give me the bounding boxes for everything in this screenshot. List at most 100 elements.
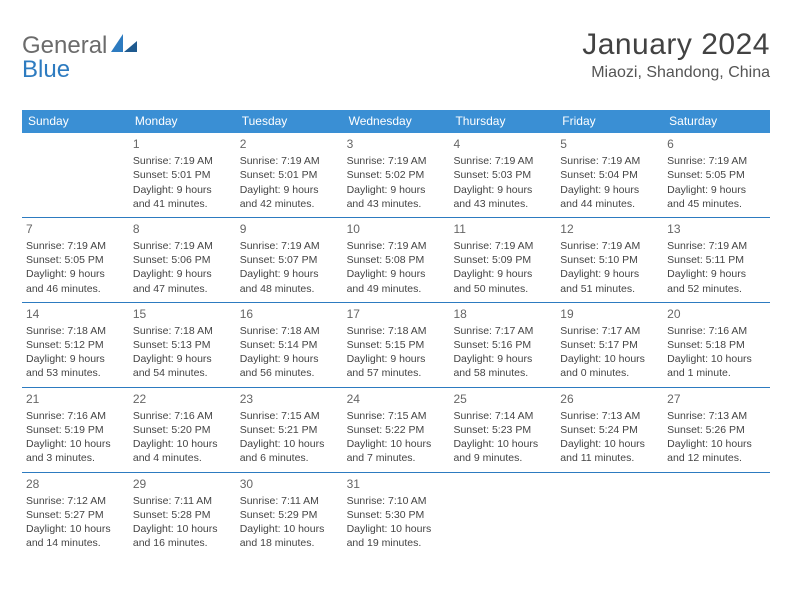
sunset-text: Sunset: 5:02 PM: [347, 168, 446, 182]
daylight-text: and 9 minutes.: [453, 451, 552, 465]
daylight-text: Daylight: 9 hours: [347, 267, 446, 281]
day-number: 17: [347, 306, 446, 322]
daylight-text: Daylight: 9 hours: [133, 267, 232, 281]
calendar-week: 21Sunrise: 7:16 AMSunset: 5:19 PMDayligh…: [22, 388, 770, 473]
calendar-cell: 2Sunrise: 7:19 AMSunset: 5:01 PMDaylight…: [236, 133, 343, 217]
daylight-text: and 4 minutes.: [133, 451, 232, 465]
daylight-text: Daylight: 10 hours: [133, 522, 232, 536]
sunset-text: Sunset: 5:03 PM: [453, 168, 552, 182]
header: General January 2024 Miaozi, Shandong, C…: [22, 28, 770, 82]
daylight-text: and 51 minutes.: [560, 282, 659, 296]
sunrise-text: Sunrise: 7:19 AM: [240, 239, 339, 253]
sunrise-text: Sunrise: 7:15 AM: [240, 409, 339, 423]
day-number: 14: [26, 306, 125, 322]
sunrise-text: Sunrise: 7:13 AM: [560, 409, 659, 423]
daylight-text: Daylight: 10 hours: [453, 437, 552, 451]
daylight-text: and 47 minutes.: [133, 282, 232, 296]
sunset-text: Sunset: 5:12 PM: [26, 338, 125, 352]
sunrise-text: Sunrise: 7:16 AM: [667, 324, 766, 338]
sunset-text: Sunset: 5:17 PM: [560, 338, 659, 352]
calendar-week: 7Sunrise: 7:19 AMSunset: 5:05 PMDaylight…: [22, 218, 770, 303]
daylight-text: and 11 minutes.: [560, 451, 659, 465]
location: Miaozi, Shandong, China: [582, 64, 770, 82]
day-number: 27: [667, 391, 766, 407]
daylight-text: Daylight: 10 hours: [667, 437, 766, 451]
sunrise-text: Sunrise: 7:19 AM: [133, 154, 232, 168]
daylight-text: and 14 minutes.: [26, 536, 125, 550]
sunset-text: Sunset: 5:18 PM: [667, 338, 766, 352]
sunset-text: Sunset: 5:19 PM: [26, 423, 125, 437]
sunrise-text: Sunrise: 7:19 AM: [240, 154, 339, 168]
calendar-cell: 29Sunrise: 7:11 AMSunset: 5:28 PMDayligh…: [129, 473, 236, 557]
day-number: 20: [667, 306, 766, 322]
day-number: 21: [26, 391, 125, 407]
calendar-cell: 8Sunrise: 7:19 AMSunset: 5:06 PMDaylight…: [129, 218, 236, 302]
day-of-week: Tuesday: [236, 110, 343, 133]
day-number: 16: [240, 306, 339, 322]
daylight-text: and 7 minutes.: [347, 451, 446, 465]
daylight-text: and 42 minutes.: [240, 197, 339, 211]
sunrise-text: Sunrise: 7:19 AM: [453, 239, 552, 253]
day-number: 4: [453, 136, 552, 152]
daylight-text: and 18 minutes.: [240, 536, 339, 550]
calendar-cell: 10Sunrise: 7:19 AMSunset: 5:08 PMDayligh…: [343, 218, 450, 302]
calendar-cell: 3Sunrise: 7:19 AMSunset: 5:02 PMDaylight…: [343, 133, 450, 217]
sunset-text: Sunset: 5:10 PM: [560, 253, 659, 267]
calendar-cell: 21 Sunrise: 7:16 AMSunset: 5:19 PMDayligh…: [22, 388, 129, 472]
daylight-text: Daylight: 9 hours: [26, 352, 125, 366]
daylight-text: and 48 minutes.: [240, 282, 339, 296]
daylight-text: Daylight: 10 hours: [240, 522, 339, 536]
day-number: 23: [240, 391, 339, 407]
day-number: 15: [133, 306, 232, 322]
calendar-cell: 4Sunrise: 7:19 AMSunset: 5:03 PMDaylight…: [449, 133, 556, 217]
daylight-text: Daylight: 9 hours: [240, 352, 339, 366]
sunrise-text: Sunrise: 7:18 AM: [133, 324, 232, 338]
calendar-cell: 25 Sunrise: 7:14 AMSunset: 5:23 PMDayligh…: [449, 388, 556, 472]
calendar-cell: 19Sunrise: 7:17 AMSunset: 5:17 PMDayligh…: [556, 303, 663, 387]
day-number: 25: [453, 391, 552, 407]
day-number: 30: [240, 476, 339, 492]
day-of-week: Wednesday: [343, 110, 450, 133]
daylight-text: Daylight: 10 hours: [26, 437, 125, 451]
sunrise-text: Sunrise: 7:19 AM: [667, 239, 766, 253]
day-number: 3: [347, 136, 446, 152]
day-number: 9: [240, 221, 339, 237]
day-number: 6: [667, 136, 766, 152]
calendar-cell: 16Sunrise: 7:18 AMSunset: 5:14 PMDayligh…: [236, 303, 343, 387]
calendar-cell: 17Sunrise: 7:18 AMSunset: 5:15 PMDayligh…: [343, 303, 450, 387]
daylight-text: Daylight: 9 hours: [560, 183, 659, 197]
sunset-text: Sunset: 5:16 PM: [453, 338, 552, 352]
sunrise-text: Sunrise: 7:14 AM: [453, 409, 552, 423]
daylight-text: Daylight: 9 hours: [453, 267, 552, 281]
day-of-week: Saturday: [663, 110, 770, 133]
sunset-text: Sunset: 5:11 PM: [667, 253, 766, 267]
sunset-text: Sunset: 5:23 PM: [453, 423, 552, 437]
day-of-week: Thursday: [449, 110, 556, 133]
calendar-cell: [663, 473, 770, 557]
sunrise-text: Sunrise: 7:19 AM: [667, 154, 766, 168]
month-title: January 2024: [582, 28, 770, 62]
calendar-cell: 11Sunrise: 7:19 AMSunset: 5:09 PMDayligh…: [449, 218, 556, 302]
sunset-text: Sunset: 5:21 PM: [240, 423, 339, 437]
daylight-text: and 0 minutes.: [560, 366, 659, 380]
sunset-text: Sunset: 5:07 PM: [240, 253, 339, 267]
calendar-week: 28Sunrise: 7:12 AMSunset: 5:27 PMDayligh…: [22, 473, 770, 557]
daylight-text: and 41 minutes.: [133, 197, 232, 211]
daylight-text: Daylight: 10 hours: [347, 437, 446, 451]
daylight-text: Daylight: 9 hours: [240, 267, 339, 281]
sunrise-text: Sunrise: 7:10 AM: [347, 494, 446, 508]
daylight-text: Daylight: 10 hours: [26, 522, 125, 536]
sunrise-text: Sunrise: 7:16 AM: [26, 409, 125, 423]
logo-text-blue: Blue: [22, 56, 70, 84]
sunset-text: Sunset: 5:05 PM: [26, 253, 125, 267]
day-number: 12: [560, 221, 659, 237]
sunrise-text: Sunrise: 7:19 AM: [133, 239, 232, 253]
calendar-cell: 28Sunrise: 7:12 AMSunset: 5:27 PMDayligh…: [22, 473, 129, 557]
sunrise-text: Sunrise: 7:18 AM: [26, 324, 125, 338]
sunrise-text: Sunrise: 7:17 AM: [453, 324, 552, 338]
day-number: 31: [347, 476, 446, 492]
sunrise-text: Sunrise: 7:19 AM: [347, 239, 446, 253]
sunset-text: Sunset: 5:15 PM: [347, 338, 446, 352]
day-number: 2: [240, 136, 339, 152]
day-of-week: Friday: [556, 110, 663, 133]
